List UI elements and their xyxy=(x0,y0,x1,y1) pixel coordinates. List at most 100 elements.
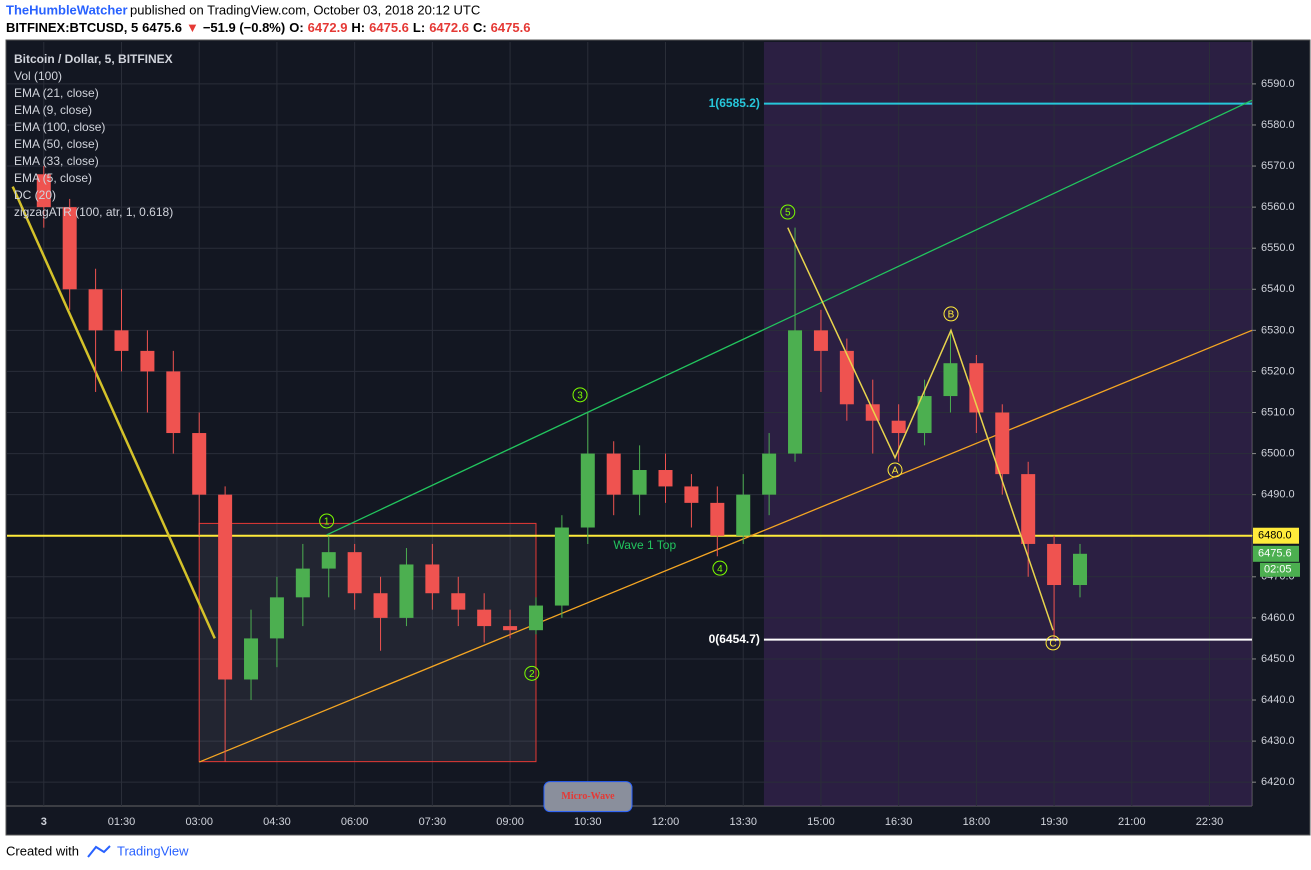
x-tick-label: 03:00 xyxy=(185,816,213,828)
x-tick-label: 21:00 xyxy=(1118,816,1146,828)
published: published on TradingView.com, October 03… xyxy=(130,2,480,17)
callout-label: Micro-Wave xyxy=(561,791,615,802)
trend-line xyxy=(11,186,216,639)
chart-panel xyxy=(5,39,1311,836)
candle-body xyxy=(632,470,647,495)
x-tick-label: 07:30 xyxy=(419,816,447,828)
zigzag xyxy=(787,227,1054,631)
y-tick-label: 6490.0 xyxy=(1261,489,1295,501)
candle-body xyxy=(425,564,440,594)
created-with: Created with xyxy=(6,843,79,858)
candle-body xyxy=(114,330,129,351)
candle-body xyxy=(528,605,543,631)
quote-line: BITFINEX:BTCUSD, 5 6475.6 ▼ −51.9 (−0.8%) O:… xyxy=(6,20,530,35)
wave-label: 3 xyxy=(577,390,583,401)
candle-body xyxy=(62,207,77,290)
legend-line: EMA (100, close) xyxy=(14,120,105,134)
plot xyxy=(7,42,1252,806)
price-tag-label: 6475.6 xyxy=(1258,548,1292,560)
y-tick-label: 6530.0 xyxy=(1261,324,1295,336)
y-tick-label: 6500.0 xyxy=(1261,447,1295,459)
candle-body xyxy=(995,412,1010,475)
y-tick-label: 6430.0 xyxy=(1261,735,1295,747)
y-tick-label: 6460.0 xyxy=(1261,612,1295,624)
x-tick-label: 10:30 xyxy=(574,816,602,828)
candle-body xyxy=(917,396,932,434)
candle-body xyxy=(295,568,310,598)
x-tick-label: 04:30 xyxy=(263,816,291,828)
x-tick-label: 12:00 xyxy=(652,816,680,828)
callout xyxy=(543,781,633,813)
candle-body xyxy=(1021,474,1036,544)
candle-body xyxy=(36,174,51,208)
candle-body xyxy=(321,552,336,569)
candle-body xyxy=(140,350,155,372)
candle-body xyxy=(710,502,725,536)
level-label: 1(6585.2) xyxy=(709,96,760,110)
author[interactable]: TheHumbleWatcher xyxy=(6,2,128,17)
candle-body xyxy=(943,363,958,397)
quote-part: 6475.6 xyxy=(491,20,531,35)
legend-line: Bitcoin / Dollar, 5, BITFINEX xyxy=(14,52,173,66)
candle-body xyxy=(865,404,880,421)
candle-body xyxy=(606,453,621,495)
candle-body xyxy=(891,420,906,434)
candle-body xyxy=(788,330,803,454)
y-tick-label: 6420.0 xyxy=(1261,776,1295,788)
y-tick-label: 6540.0 xyxy=(1261,283,1295,295)
candle-body xyxy=(658,470,673,487)
wave-marker xyxy=(887,462,903,478)
wave-label: 1 xyxy=(324,517,330,528)
x-tick-label: 18:00 xyxy=(963,816,991,828)
candle-body xyxy=(373,593,388,618)
brand-icon xyxy=(87,845,111,858)
wave-marker xyxy=(1045,635,1061,651)
legend-line: DC (20) xyxy=(14,188,56,202)
brand[interactable]: TradingView xyxy=(117,843,189,858)
candle-body xyxy=(762,453,777,495)
trend-line xyxy=(198,329,1252,763)
wave-marker xyxy=(524,665,540,681)
candle-body xyxy=(813,330,828,351)
y-tick-label: 6450.0 xyxy=(1261,653,1295,665)
x-tick-label: 3 xyxy=(41,816,47,828)
y-tick-label: 6550.0 xyxy=(1261,242,1295,254)
countdown-bg xyxy=(1260,562,1300,577)
candle-body xyxy=(503,626,518,631)
wave-marker xyxy=(572,387,588,403)
legend-line: EMA (21, close) xyxy=(14,86,99,100)
legend-line: zigzagATR (100, atr, 1, 0.618) xyxy=(14,205,173,219)
wave-marker xyxy=(943,306,959,322)
wave-label: 4 xyxy=(717,564,723,575)
quote-part: 6472.6 xyxy=(429,20,469,35)
x-tick-label: 13:30 xyxy=(729,816,757,828)
quote-part: 6472.9 xyxy=(308,20,348,35)
price-tag xyxy=(1253,527,1299,544)
level-label: 0(6454.7) xyxy=(709,632,760,646)
quote-part: 6475.6 xyxy=(142,20,182,35)
y-tick-label: 6560.0 xyxy=(1261,201,1295,213)
y-tick-label: 6590.0 xyxy=(1261,78,1295,90)
wave-label: B xyxy=(948,310,955,321)
wave-label: A xyxy=(892,466,899,477)
quote-part: L: xyxy=(413,20,425,35)
y-tick-label: 6520.0 xyxy=(1261,365,1295,377)
candle-body xyxy=(1072,553,1087,586)
candle-body xyxy=(399,564,414,618)
y-tick-label: 6570.0 xyxy=(1261,160,1295,172)
quote-part: C: xyxy=(473,20,487,35)
wave-label: 5 xyxy=(785,208,791,219)
candle-body xyxy=(554,527,569,606)
wave-note: Wave 1 Top xyxy=(613,538,676,552)
price-tag-label: 6480.0 xyxy=(1258,530,1292,542)
candle-body xyxy=(451,593,466,610)
y-tick-label: 6440.0 xyxy=(1261,694,1295,706)
wave-marker xyxy=(780,204,796,220)
x-tick-label: 15:00 xyxy=(807,816,835,828)
y-tick-label: 6510.0 xyxy=(1261,406,1295,418)
quote-part: O: xyxy=(289,20,303,35)
quote-part: 6475.6 xyxy=(369,20,409,35)
legend-line: EMA (50, close) xyxy=(14,137,99,151)
candle-body xyxy=(166,371,181,434)
